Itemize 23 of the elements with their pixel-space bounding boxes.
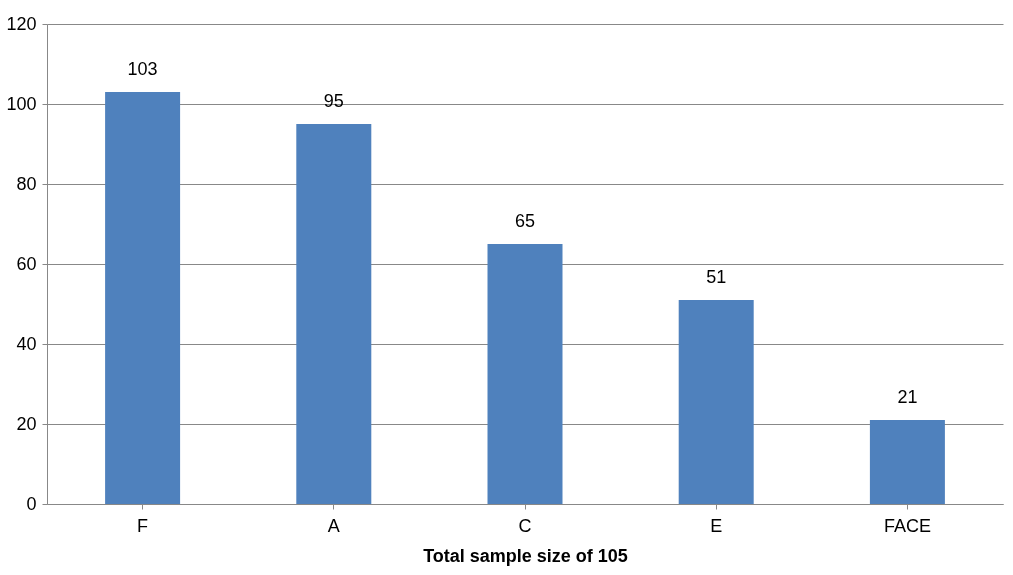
x-tick-label: FACE <box>883 515 931 536</box>
data-label: 103 <box>127 59 158 79</box>
x-tick-label: A <box>327 515 340 536</box>
data-label: 21 <box>897 387 918 407</box>
bar <box>105 92 181 504</box>
data-label: 51 <box>706 267 727 287</box>
y-tick-label: 40 <box>16 333 37 354</box>
bar <box>678 300 754 504</box>
x-axis-title: Total sample size of 105 <box>423 545 628 566</box>
data-label: 65 <box>514 211 536 231</box>
bar <box>869 420 945 504</box>
x-tick-label: F <box>137 515 149 536</box>
y-tick-label: 80 <box>16 173 37 194</box>
bar <box>487 244 563 504</box>
y-tick-label: 120 <box>6 13 37 34</box>
bar <box>296 124 372 504</box>
x-tick-label: C <box>518 515 532 536</box>
y-tick-label: 20 <box>16 413 37 434</box>
x-tick-label: E <box>710 515 723 536</box>
y-tick-label: 0 <box>26 493 37 514</box>
data-label: 95 <box>323 91 344 111</box>
y-tick-label: 100 <box>6 93 37 114</box>
y-tick-label: 60 <box>16 253 37 274</box>
